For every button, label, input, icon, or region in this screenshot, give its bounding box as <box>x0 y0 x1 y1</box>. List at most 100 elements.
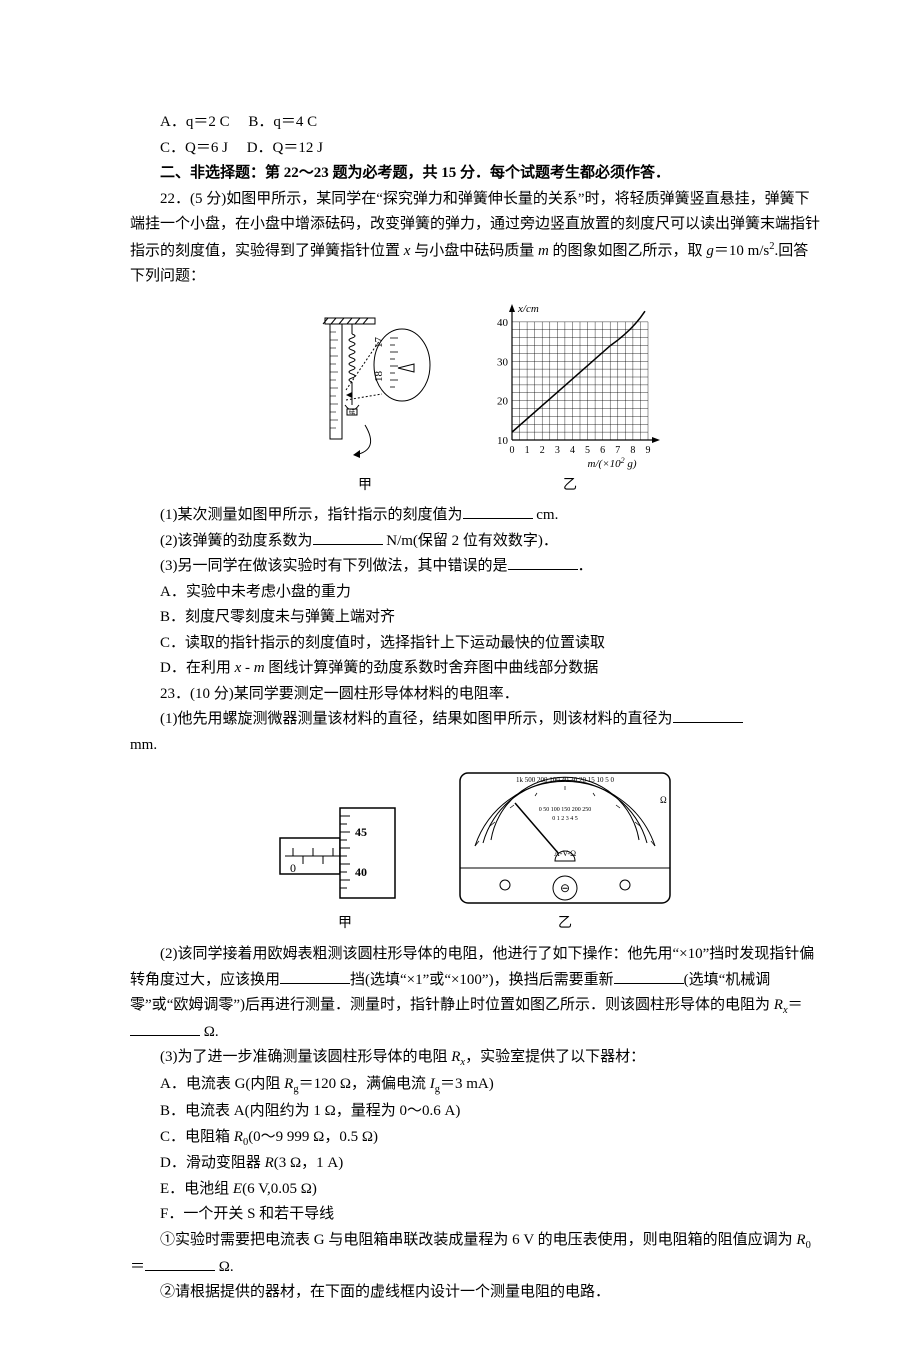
q22-sub2-a: (2)该弹簧的劲度系数为 <box>160 533 313 549</box>
q23-figures: 0 45 40 甲 <box>130 768 820 936</box>
q23-blank-5[interactable] <box>145 1255 215 1271</box>
q23-mic-main: 0 <box>290 861 296 875</box>
q22-caption-right: 乙 <box>563 474 577 498</box>
q23-od-a: D．滑动变阻器 <box>160 1155 265 1171</box>
q23-oc-b: (0～9 999 Ω，0.5 Ω) <box>248 1129 378 1145</box>
svg-text:4: 4 <box>570 445 575 456</box>
q23-s2-q1: “×10” <box>673 946 710 962</box>
q23-od-b: (3 Ω，1 A) <box>274 1155 343 1171</box>
q22-chart-svg: 102030400123456789x/cmm/(×102 g) <box>480 300 660 470</box>
q22-optd-dash: - <box>241 660 254 676</box>
q22-stem-g: g <box>706 243 714 259</box>
q23-s31-eq: ＝ <box>130 1259 145 1275</box>
svg-text:x/cm: x/cm <box>517 303 539 315</box>
svg-text:m/(×102 g): m/(×102 g) <box>588 455 637 470</box>
q22-sub1-b: cm. <box>533 507 559 523</box>
q23-opt-c: C．电阻箱 R0(0～9 999 Ω，0.5 Ω) <box>130 1125 820 1152</box>
q22-sub1-a: (1)某次测量如图甲所示，指针指示的刻度值为 <box>160 507 463 523</box>
q23-oe-b: (6 V,0.05 Ω) <box>242 1181 317 1197</box>
q22-stem-pre: 22．(5 分)如图甲所示，某同学在 <box>160 191 376 207</box>
q22-blank-1[interactable] <box>463 503 533 519</box>
q23-s2-a: (2)该同学接着用欧姆表粗测该圆柱形导体的电阻，他进行了如下操作：他先用 <box>160 946 673 962</box>
q22-optd-b: 图线计算弹簧的劲度系数时舍弃图中曲线部分数据 <box>265 660 599 676</box>
q22-optd-a: D．在利用 <box>160 660 235 676</box>
q22-stem-quote: “探究弹力和弹簧伸长量的关系” <box>376 191 584 207</box>
q23-opt-b: B．电流表 A(内阻约为 1 Ω，量程为 0～0.6 A) <box>130 1099 820 1125</box>
svg-text:30: 30 <box>497 356 509 368</box>
q23-sub1-a: (1)他先用螺旋测微器测量该材料的直径，结果如图甲所示，则该材料的直径为 <box>160 711 673 727</box>
q21-opt-d: D．Q＝12 J <box>247 140 323 156</box>
q22-stem-m: m <box>538 243 549 259</box>
q22-caption-left: 甲 <box>358 474 372 498</box>
q23-oa-a: A．电流表 G(内阻 <box>160 1076 284 1092</box>
q23-blank-3[interactable] <box>614 968 684 984</box>
q23-opt-d: D．滑动变阻器 R(3 Ω，1 A) <box>130 1151 820 1177</box>
q23-oe-a: E．电池组 <box>160 1181 233 1197</box>
q23-blank-4[interactable] <box>130 1020 200 1036</box>
svg-text:10: 10 <box>497 435 509 447</box>
q23-s31-a: ①实验时需要把电流表 G 与电阻箱串联改装成量程为 6 V 的电压表使用，则电阻… <box>160 1232 796 1248</box>
section2-title: 二、非选择题：第 22～23 题为必考题，共 15 分．每个试题考生都必须作答． <box>130 161 820 187</box>
q23-s31-R: R <box>796 1232 805 1248</box>
q23-oc-a: C．电阻箱 <box>160 1129 234 1145</box>
q22-sub2-b: N/m(保留 2 位有效数字)． <box>383 533 558 549</box>
svg-text:1: 1 <box>525 445 530 456</box>
q23-sub1-unit: mm. <box>130 733 820 759</box>
q23-s2-q2: “×1” <box>400 972 429 988</box>
q22-blank-2[interactable] <box>313 529 383 545</box>
q22-sub3: (3)另一同学在做该实验时有下列做法，其中错误的是 ． <box>130 554 820 580</box>
q23-s3-b: ，实验室提供了以下器材： <box>465 1049 645 1065</box>
q23-blank-1[interactable] <box>673 707 743 723</box>
q23-mic-45: 45 <box>355 825 367 839</box>
q23-sub2: (2)该同学接着用欧姆表粗测该圆柱形导体的电阻，他进行了如下操作：他先用“×10… <box>130 942 820 1045</box>
q22-opt-c: C．读取的指针指示的刻度值时，选择指针上下运动最快的位置读取 <box>130 631 820 657</box>
q23-s2-h: )后再进行测量．测量时，指针静止时位置如图乙所示．则该圆柱形导体的电阻为 <box>240 997 774 1013</box>
q23-micrometer-svg: 0 45 40 <box>275 798 415 908</box>
svg-text:40: 40 <box>497 316 509 328</box>
q22-stem-end-pre: 的图象如图乙所示，取 <box>549 243 707 259</box>
q23-blank-2[interactable] <box>280 968 350 984</box>
q23-s2-i: Ω. <box>200 1024 219 1040</box>
q22-sub3-b: ． <box>578 558 593 574</box>
q23-fig-left: 0 45 40 甲 <box>275 798 415 936</box>
q23-s31-sub: 0 <box>806 1240 811 1251</box>
q22-sub2: (2)该弹簧的劲度系数为 N/m(保留 2 位有效数字)． <box>130 529 820 555</box>
svg-text:5: 5 <box>585 445 590 456</box>
q22-blank-3[interactable] <box>508 554 578 570</box>
q23-meter-ohm: Ω <box>660 795 667 805</box>
q23-multimeter-svg: 1k 500 200 100 40 30 20 15 10 5 0 Ω 0 50… <box>455 768 675 908</box>
q22-apparatus-svg: 砝 17 18 <box>290 310 440 470</box>
svg-text:6: 6 <box>600 445 605 456</box>
q23-meter-av: A-V-Ω <box>554 849 576 858</box>
svg-text:20: 20 <box>497 395 509 407</box>
q22-sub1: (1)某次测量如图甲所示，指针指示的刻度值为 cm. <box>130 503 820 529</box>
q23-meter-mid2: 0 1 2 3 4 5 <box>552 816 578 822</box>
q22-opt-b: B．刻度尺零刻度未与弹簧上端对齐 <box>130 605 820 631</box>
q23-s3-a: (3)为了进一步准确测量该圆柱形导体的电阻 <box>160 1049 451 1065</box>
q21-opt-a: A．q＝2 C <box>160 114 230 130</box>
q22-figures: 砝 17 18 甲 102030400123456789x/cmm/(×102 … <box>130 300 820 498</box>
q23-meter-knob: ⊖ <box>560 881 570 895</box>
q22-fig-right: 102030400123456789x/cmm/(×102 g) 乙 <box>480 300 660 498</box>
q23-sub1: (1)他先用螺旋测微器测量该材料的直径，结果如图甲所示，则该材料的直径为 <box>130 707 820 733</box>
q23-s2-f: (选填 <box>684 972 719 988</box>
svg-text:7: 7 <box>615 445 620 456</box>
q22-stem: 22．(5 分)如图甲所示，某同学在“探究弹力和弹簧伸长量的关系”时，将轻质弹簧… <box>130 187 820 290</box>
q23-stem: 23．(10 分)某同学要测定一圆柱形导体材料的电阻率． <box>130 682 820 708</box>
q22-sub3-a: (3)另一同学在做该实验时有下列做法，其中错误的是 <box>160 558 508 574</box>
q23-oe-E: E <box>233 1181 242 1197</box>
q21-opt-c: C．Q＝6 J <box>160 140 228 156</box>
svg-text:砝: 砝 <box>349 408 355 416</box>
q23-sub3-1: ①实验时需要把电流表 G 与电阻箱串联改装成量程为 6 V 的电压表使用，则电阻… <box>130 1228 820 1280</box>
q23-s2-g: 或 <box>152 997 167 1013</box>
q23-s2-d: 或 <box>429 972 444 988</box>
q23-fig-right: 1k 500 200 100 40 30 20 15 10 5 0 Ω 0 50… <box>455 768 675 936</box>
q21-opt-b: B．q＝4 C <box>248 114 317 130</box>
q22-opt-d: D．在利用 x - m 图线计算弹簧的劲度系数时舍弃图中曲线部分数据 <box>130 656 820 682</box>
q23-meter-mid1: 0 50 100 150 200 250 <box>539 807 592 813</box>
q22-stem-gval: ＝10 m/s <box>714 243 769 259</box>
q23-s2-q5: “欧姆调零” <box>167 997 240 1013</box>
q23-sub3: (3)为了进一步准确测量该圆柱形导体的电阻 Rx，实验室提供了以下器材： <box>130 1045 820 1072</box>
q22-ruler-17: 17 <box>373 336 385 348</box>
svg-text:9: 9 <box>646 445 651 456</box>
